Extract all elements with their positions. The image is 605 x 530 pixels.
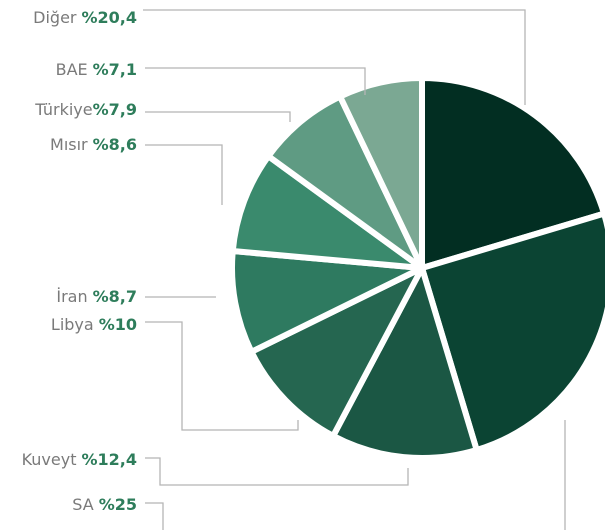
value-label: %25 — [99, 495, 137, 514]
category-name: Türkiye — [34, 100, 92, 119]
pie-slice — [229, 248, 425, 355]
slice-label: İran %8,7 — [56, 287, 137, 306]
pie-slice — [419, 210, 605, 453]
value-label: %10 — [99, 315, 137, 334]
leader-line — [145, 457, 409, 486]
value-label: %7,1 — [93, 60, 137, 79]
slice-label: BAE %7,1 — [56, 60, 137, 79]
pie-slice — [337, 75, 425, 271]
leader-line — [145, 67, 366, 95]
category-name: SA — [72, 495, 93, 514]
leader-line — [145, 144, 223, 205]
value-label: %20,4 — [81, 8, 137, 27]
category-name: BAE — [56, 60, 88, 79]
leader-line — [143, 9, 526, 105]
value-label: %12,4 — [81, 450, 137, 469]
leader-line — [145, 111, 291, 122]
pie-slice — [330, 265, 480, 461]
slice-label: Diğer %20,4 — [33, 8, 137, 27]
slice-label: Libya %10 — [51, 315, 137, 334]
slice-label: Mısır %8,6 — [50, 135, 137, 154]
pie-slice — [248, 265, 425, 439]
category-name: İran — [56, 287, 87, 306]
value-label: %8,7 — [93, 287, 137, 306]
category-name: Mısır — [50, 135, 88, 154]
value-label: %8,6 — [93, 135, 137, 154]
slice-label: Türkiye%7,9 — [34, 100, 137, 119]
value-label: %7,9 — [93, 100, 137, 119]
pie-slice — [419, 75, 605, 271]
category-name: Libya — [51, 315, 94, 334]
category-name: Kuveyt — [22, 450, 77, 469]
slice-label: Kuveyt %12,4 — [22, 450, 137, 469]
slice-label: SA %25 — [72, 495, 137, 514]
leader-line — [145, 321, 299, 431]
category-name: Diğer — [33, 8, 77, 27]
leader-line — [145, 502, 164, 530]
